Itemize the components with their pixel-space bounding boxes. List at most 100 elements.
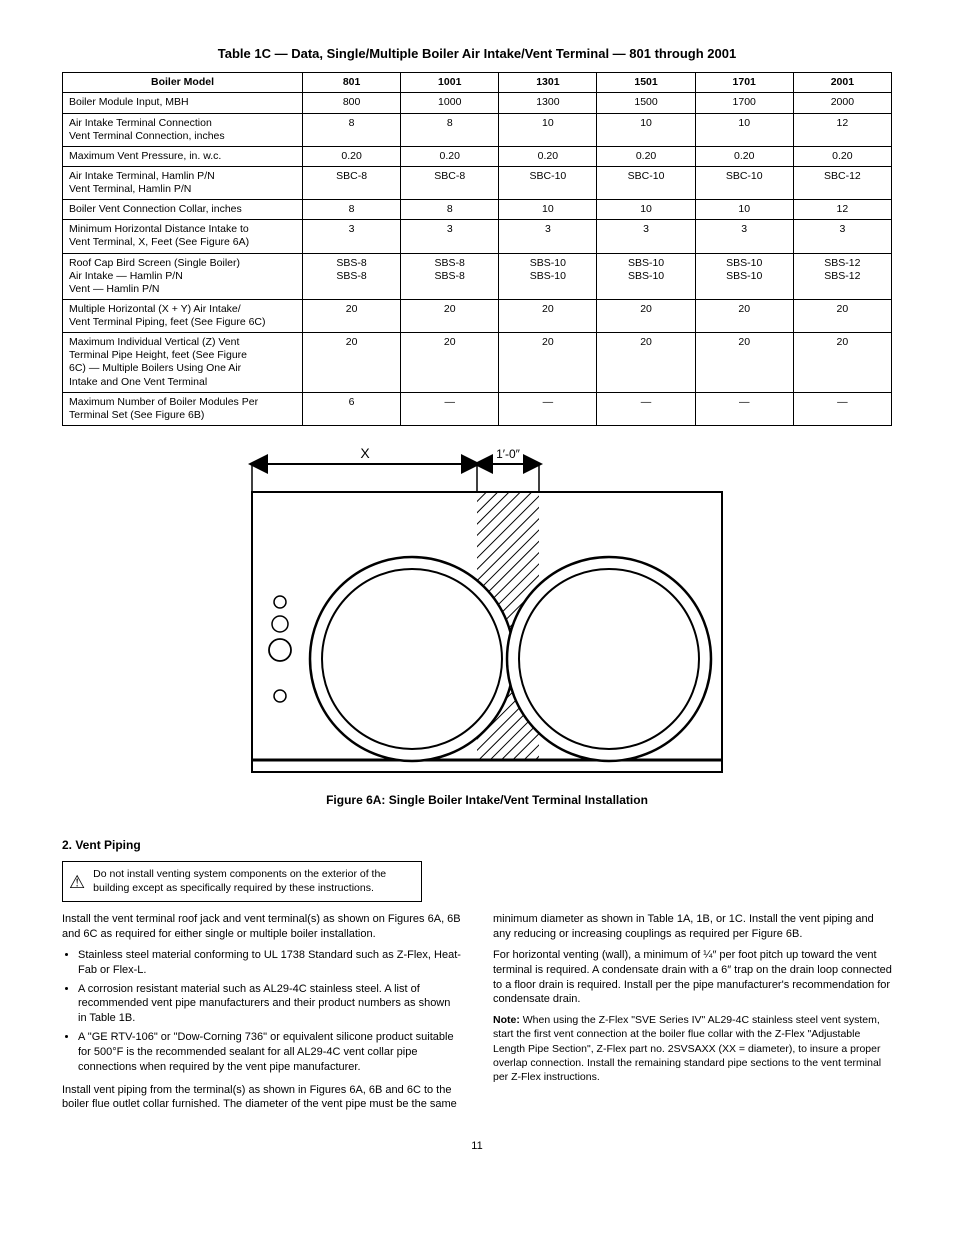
cell: SBS-8SBS-8: [401, 253, 499, 299]
cell: SBS-10SBS-10: [695, 253, 793, 299]
cell: 20: [597, 333, 695, 393]
list-item: A "GE RTV-106" or "Dow-Corning 736" or e…: [78, 1030, 461, 1075]
table-row: Maximum Vent Pressure, in. w.c.0.200.200…: [63, 146, 892, 166]
row-label: Maximum Vent Pressure, in. w.c.: [63, 146, 303, 166]
cell: 0.20: [695, 146, 793, 166]
cell: 0.20: [793, 146, 891, 166]
list-item: A corrosion resistant material such as A…: [78, 982, 461, 1027]
table-row: Boiler Vent Connection Collar, inches881…: [63, 200, 892, 220]
cell: 2000: [793, 93, 891, 113]
cell: 20: [793, 299, 891, 332]
note: Note: When using the Z-Flex "SVE Series …: [493, 1013, 892, 1084]
cell: 1700: [695, 93, 793, 113]
cell: 20: [401, 299, 499, 332]
cell: 0.20: [303, 146, 401, 166]
row-label: Maximum Individual Vertical (Z) VentTerm…: [63, 333, 303, 393]
spec-table: Boiler Model 801 1001 1301 1501 1701 200…: [62, 72, 892, 426]
cell: 8: [303, 113, 401, 146]
list-item: Stainless steel material conforming to U…: [78, 948, 461, 978]
cell: SBS-10SBS-10: [499, 253, 597, 299]
col-header: 801: [303, 73, 401, 93]
cell: 1000: [401, 93, 499, 113]
cell: 0.20: [597, 146, 695, 166]
cell: —: [793, 392, 891, 425]
row-label: Multiple Horizontal (X + Y) Air Intake/V…: [63, 299, 303, 332]
row-label: Air Intake Terminal ConnectionVent Termi…: [63, 113, 303, 146]
cell: 3: [401, 220, 499, 253]
cell: 10: [597, 113, 695, 146]
cell: 3: [695, 220, 793, 253]
row-label: Boiler Module Input, MBH: [63, 93, 303, 113]
cell: 20: [499, 299, 597, 332]
para: For horizontal venting (wall), a minimum…: [493, 948, 892, 1007]
cell: SBC-8: [303, 166, 401, 199]
cell: 10: [499, 113, 597, 146]
cell: SBC-12: [793, 166, 891, 199]
cell: —: [401, 392, 499, 425]
table-body: Boiler Module Input, MBH8001000130015001…: [63, 93, 892, 426]
cell: 8: [401, 113, 499, 146]
col-header: 1501: [597, 73, 695, 93]
cell: SBS-12SBS-12: [793, 253, 891, 299]
cell: SBS-10SBS-10: [597, 253, 695, 299]
cell: 1500: [597, 93, 695, 113]
cell: —: [695, 392, 793, 425]
cell: 6: [303, 392, 401, 425]
cell: SBS-8SBS-8: [303, 253, 401, 299]
table-row: Maximum Number of Boiler Modules PerTerm…: [63, 392, 892, 425]
bullet-list: Stainless steel material conforming to U…: [62, 948, 461, 1075]
body-columns: Install the vent terminal roof jack and …: [62, 912, 892, 1112]
page-number: 11: [62, 1140, 892, 1154]
cell: SBC-10: [597, 166, 695, 199]
cell: —: [597, 392, 695, 425]
table-row: Maximum Individual Vertical (Z) VentTerm…: [63, 333, 892, 393]
cell: 10: [695, 113, 793, 146]
terminal-diagram: X 1′-0″ Figure 6A: Single Boiler Intake/…: [217, 444, 737, 814]
col-header: 2001: [793, 73, 891, 93]
row-label: Maximum Number of Boiler Modules PerTerm…: [63, 392, 303, 425]
col-header: Boiler Model: [63, 73, 303, 93]
page-title: Table 1C — Data, Single/Multiple Boiler …: [62, 46, 892, 62]
cell: —: [499, 392, 597, 425]
dim-1ft-label: 1′-0″: [496, 447, 521, 461]
cell: 0.20: [401, 146, 499, 166]
cell: 3: [597, 220, 695, 253]
cell: 20: [793, 333, 891, 393]
cell: SBC-10: [499, 166, 597, 199]
table-row: Roof Cap Bird Screen (Single Boiler)Air …: [63, 253, 892, 299]
cell: 12: [793, 200, 891, 220]
cell: 8: [401, 200, 499, 220]
section-heading: 2. Vent Piping: [62, 838, 892, 853]
row-label: Roof Cap Bird Screen (Single Boiler)Air …: [63, 253, 303, 299]
cell: 20: [597, 299, 695, 332]
row-label: Minimum Horizontal Distance Intake toVen…: [63, 220, 303, 253]
cell: 12: [793, 113, 891, 146]
col-header: 1301: [499, 73, 597, 93]
cell: 1300: [499, 93, 597, 113]
note-text: When using the Z-Flex "SVE Series IV" AL…: [493, 1014, 881, 1083]
table-row: Air Intake Terminal ConnectionVent Termi…: [63, 113, 892, 146]
cell: SBC-8: [401, 166, 499, 199]
col-header: 1001: [401, 73, 499, 93]
cell: SBC-10: [695, 166, 793, 199]
cell: 10: [499, 200, 597, 220]
col-header: 1701: [695, 73, 793, 93]
cell: 10: [695, 200, 793, 220]
cell: 20: [695, 299, 793, 332]
diagram-caption: Figure 6A: Single Boiler Intake/Vent Ter…: [326, 793, 648, 807]
row-label: Air Intake Terminal, Hamlin P/NVent Term…: [63, 166, 303, 199]
cell: 20: [695, 333, 793, 393]
cell: 20: [401, 333, 499, 393]
table-row: Minimum Horizontal Distance Intake toVen…: [63, 220, 892, 253]
cell: 3: [793, 220, 891, 253]
table-row: Boiler Module Input, MBH8001000130015001…: [63, 93, 892, 113]
dim-x-label: X: [360, 445, 370, 461]
diagram-wrap: X 1′-0″ Figure 6A: Single Boiler Intake/…: [62, 444, 892, 814]
table-row: Air Intake Terminal, Hamlin P/NVent Term…: [63, 166, 892, 199]
warning-icon: ⚠: [69, 873, 85, 891]
cell: 20: [499, 333, 597, 393]
cell: 3: [303, 220, 401, 253]
warning-box: ⚠ Do not install venting system componen…: [62, 861, 422, 902]
cell: 20: [303, 299, 401, 332]
table-header-row: Boiler Model 801 1001 1301 1501 1701 200…: [63, 73, 892, 93]
